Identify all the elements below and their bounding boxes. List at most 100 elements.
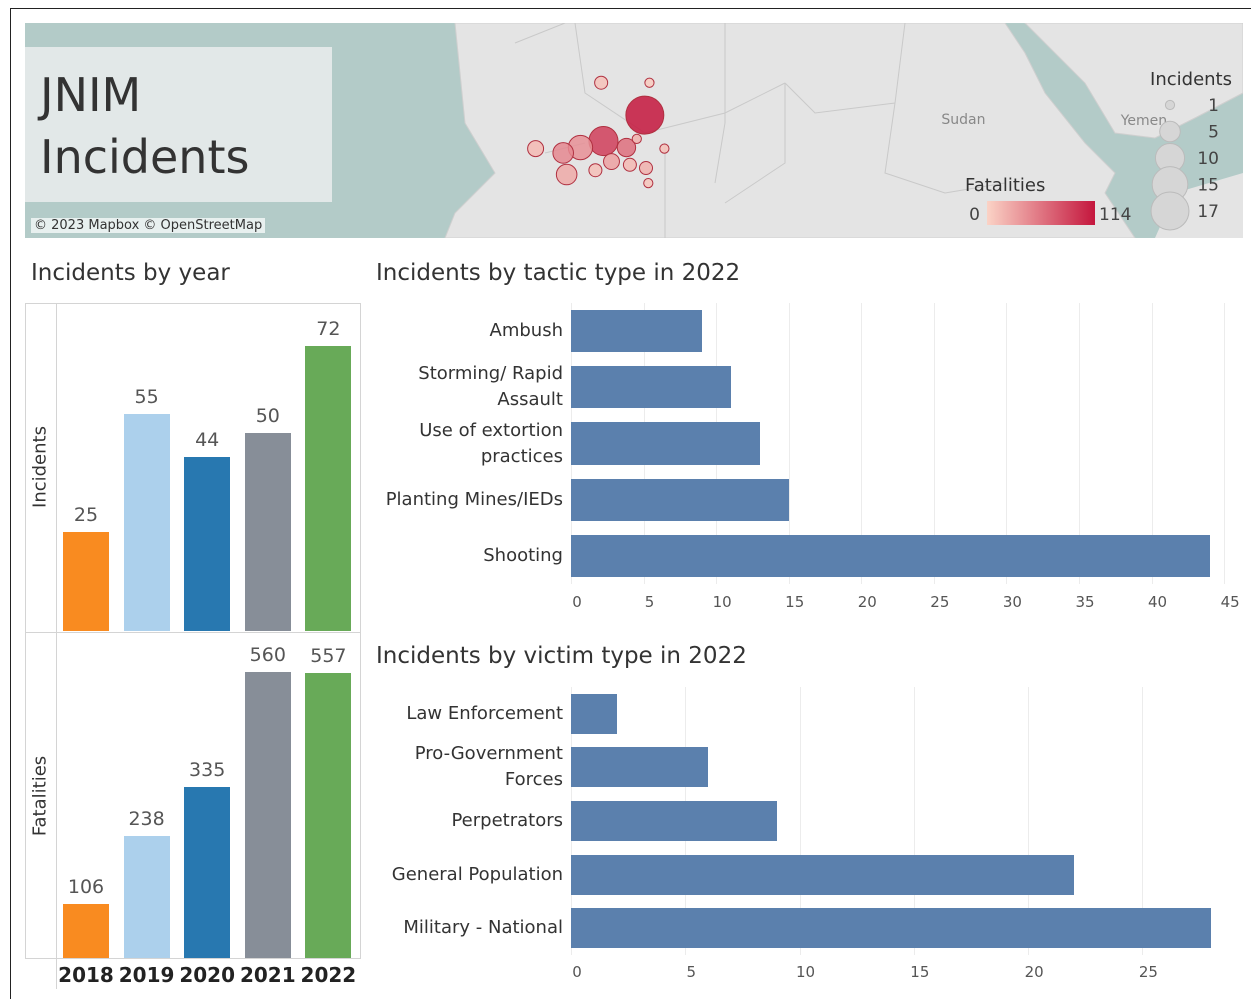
incident-point <box>588 125 619 157</box>
x-tick-label: 10 <box>796 963 816 981</box>
place-label: Sudan <box>941 112 985 128</box>
bar <box>571 800 777 842</box>
x-tick-label: 25 <box>930 593 950 611</box>
incident-point <box>659 143 670 154</box>
panel-border <box>25 303 361 959</box>
x-tick-label: 20 <box>857 593 877 611</box>
incident-point <box>527 140 545 158</box>
incident-point <box>644 77 655 88</box>
color-legend-min: 0 <box>969 205 980 225</box>
place-label: Saudi Arabia <box>1086 23 1175 26</box>
x-tick-label: 2022 <box>300 963 357 987</box>
incident-point <box>588 163 603 178</box>
category-label: Pro-Government Forces <box>414 743 563 791</box>
attribution: © 2023 Mapbox © OpenStreetMap <box>31 218 266 233</box>
y-axis-label: Incidents <box>29 426 51 508</box>
grid-line <box>1224 303 1226 584</box>
axis-divider <box>56 303 57 989</box>
grid-line <box>933 303 935 584</box>
bar <box>184 786 231 958</box>
incident-point <box>643 178 654 189</box>
category-label: Ambush <box>489 320 563 342</box>
data-label: 238 <box>128 808 165 831</box>
bar <box>571 478 789 521</box>
bar <box>63 532 109 631</box>
bar <box>571 534 1210 577</box>
bar <box>244 433 291 631</box>
category-label: Storming/ Rapid Assault <box>418 363 563 411</box>
bar <box>571 422 760 465</box>
frame <box>10 8 1251 999</box>
incident-point <box>603 153 620 171</box>
x-tick-label: 15 <box>910 963 930 981</box>
map-title: JNIM Incidents <box>40 68 250 184</box>
incident-point <box>638 161 654 176</box>
bar <box>184 457 231 631</box>
data-label: 44 <box>195 429 220 452</box>
incident-point <box>555 163 578 186</box>
grid-line <box>1142 687 1144 955</box>
bar <box>305 673 352 958</box>
color-legend-max: 114 <box>1099 205 1131 225</box>
x-tick-label: 2021 <box>239 963 296 987</box>
title-box <box>25 47 332 202</box>
bar <box>244 671 291 958</box>
incident-point <box>552 142 574 164</box>
data-label: 50 <box>255 405 280 428</box>
data-label: 25 <box>73 504 99 527</box>
grid-line <box>913 687 915 955</box>
bar <box>571 908 1211 949</box>
bar <box>571 693 617 734</box>
incident-point <box>625 95 665 135</box>
grid-line <box>1151 303 1153 584</box>
size-legend-circle <box>1164 99 1176 111</box>
category-label: Military - National <box>403 917 563 939</box>
size-legend-label: 5 <box>1208 123 1219 143</box>
grid-line <box>1078 303 1080 584</box>
data-label: 55 <box>134 385 159 408</box>
category-label: Use of extortion practices <box>419 419 563 467</box>
category-label: Shooting <box>483 544 563 566</box>
africa-land <box>444 23 1136 238</box>
chart-title: Incidents by tactic type in 2022 <box>376 260 741 286</box>
bar <box>571 854 1074 895</box>
size-legend-label: 10 <box>1197 149 1219 169</box>
panel-divider <box>25 632 360 633</box>
size-legend-label: 15 <box>1197 176 1219 196</box>
color-legend-bar <box>987 201 1095 225</box>
bar <box>123 836 170 958</box>
bar <box>305 346 352 631</box>
size-legend-circle <box>1159 120 1181 143</box>
x-tick-label: 25 <box>1138 963 1158 981</box>
incident-point <box>622 157 637 172</box>
x-tick-label: 2019 <box>118 963 175 987</box>
chart-title: Incidents by victim type in 2022 <box>376 643 747 669</box>
size-legend-circle <box>1150 191 1190 231</box>
category-label: General Population <box>391 863 563 885</box>
legend-title: Incidents <box>1150 69 1232 90</box>
bar <box>571 366 731 409</box>
place-label: Yemen <box>1120 113 1167 129</box>
panel-divider <box>25 958 360 959</box>
x-tick-label: 30 <box>1002 593 1022 611</box>
category-label: Planting Mines/IEDs <box>385 488 563 510</box>
y-axis-label: Fatalities <box>29 755 51 836</box>
x-tick-label: 15 <box>785 593 805 611</box>
x-tick-label: 10 <box>712 593 732 611</box>
x-tick-label: 0 <box>572 963 582 981</box>
x-tick-label: 20 <box>1024 963 1044 981</box>
legend-title: Fatalities <box>965 175 1045 196</box>
x-tick-label: 5 <box>644 593 655 611</box>
grid-line <box>799 687 801 955</box>
x-tick-label: 5 <box>686 963 697 981</box>
data-label: 106 <box>67 875 105 898</box>
chart-title: Incidents by year <box>31 260 230 286</box>
data-label: 72 <box>316 318 341 341</box>
grid-line <box>1028 687 1030 955</box>
x-tick-label: 40 <box>1148 593 1168 611</box>
data-label: 560 <box>249 643 286 666</box>
map: Saudi ArabiaSudanYemenIncidents15101517F… <box>25 23 1243 238</box>
grid-line <box>1006 303 1008 584</box>
bar <box>571 747 709 788</box>
incident-point <box>616 137 637 158</box>
